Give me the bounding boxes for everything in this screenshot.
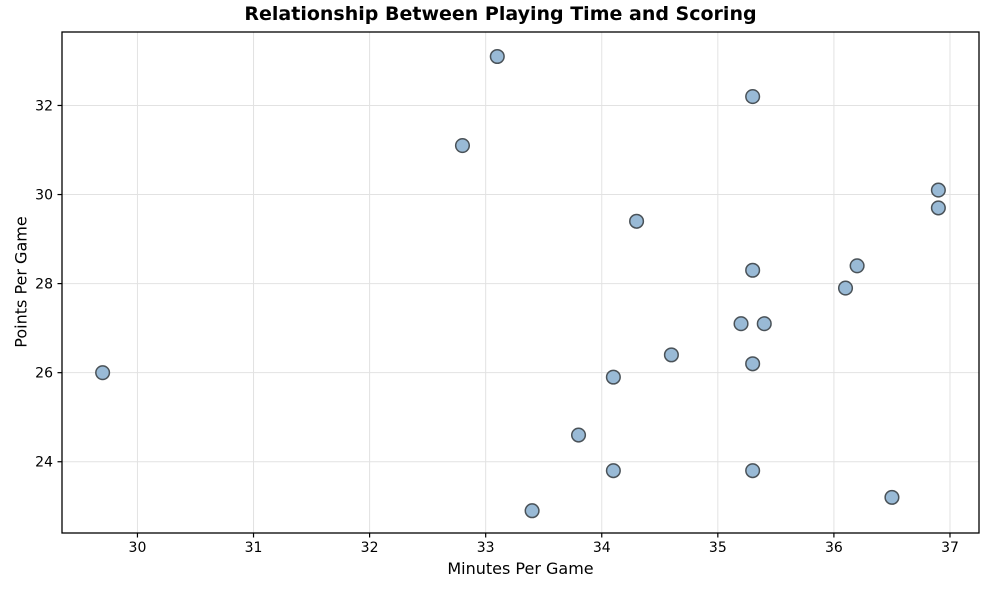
data-point [837, 280, 854, 296]
x-tick-label: 31 [245, 540, 263, 556]
x-tick-label: 37 [941, 540, 959, 556]
data-point [605, 463, 621, 479]
y-tick-label: 32 [35, 98, 53, 114]
data-point [663, 347, 679, 363]
y-tick-label: 28 [35, 277, 53, 293]
data-point [745, 262, 761, 278]
y-tick-label: 30 [35, 188, 53, 204]
data-point [745, 89, 761, 105]
data-point [95, 365, 111, 381]
x-axis-label: Minutes Per Game [447, 559, 594, 578]
data-point [605, 369, 621, 385]
data-point [756, 316, 772, 332]
x-tick-label: 36 [825, 540, 843, 556]
plot-border [61, 31, 980, 534]
data-point [570, 427, 587, 443]
data-point [733, 316, 749, 332]
data-point [454, 138, 471, 154]
data-point [745, 463, 761, 479]
chart-title: Relationship Between Playing Time and Sc… [244, 3, 757, 25]
x-tick-label: 35 [709, 540, 727, 556]
y-axis-label: Points Per Game [11, 216, 31, 348]
y-tick-label: 24 [35, 455, 53, 471]
data-point [849, 258, 865, 274]
x-tick-label: 33 [477, 540, 495, 556]
data-point [745, 356, 761, 372]
x-tick-label: 34 [593, 540, 611, 556]
data-point [489, 48, 505, 65]
data-point [930, 182, 946, 198]
x-tick-label: 32 [361, 540, 379, 556]
data-point [629, 213, 645, 229]
data-point [524, 503, 540, 519]
data-point [884, 489, 900, 505]
x-tick-label: 30 [129, 540, 147, 556]
y-tick-label: 26 [35, 366, 53, 382]
data-point [930, 200, 946, 216]
